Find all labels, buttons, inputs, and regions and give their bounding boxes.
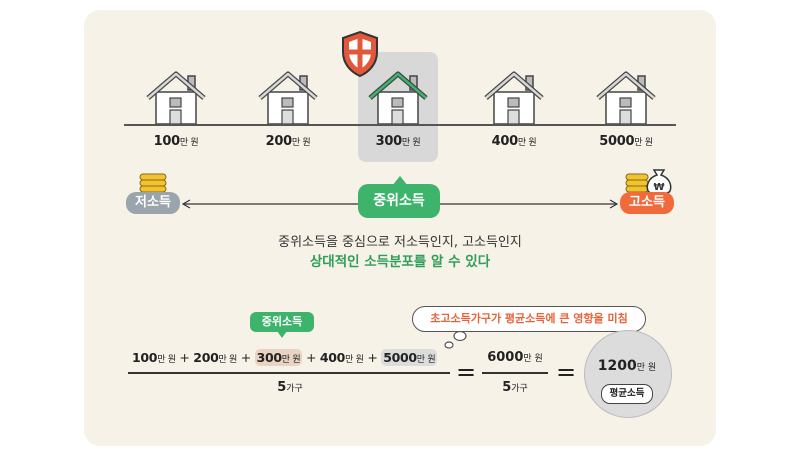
median-term-highlight: 300만 원 — [254, 349, 303, 366]
ground-line — [124, 124, 676, 126]
median-tag-pointer — [277, 331, 287, 338]
income-label: 100만 원 — [153, 134, 199, 149]
thought-bubbles-icon — [444, 330, 467, 349]
coin-stack-icon — [139, 173, 167, 193]
denominator-1: 5가구 — [277, 380, 303, 395]
shield-icon — [342, 30, 378, 78]
high-term-highlight: 5000만 원 — [381, 349, 438, 366]
numerator-2: 6000만 원 — [487, 350, 543, 365]
result-circle — [584, 330, 672, 418]
fraction-bar-2 — [482, 372, 548, 374]
income-label: 5000만 원 — [599, 134, 653, 149]
equals-sign-1: = — [456, 358, 477, 386]
house-icon — [484, 71, 544, 124]
denominator-2: 5가구 — [502, 380, 528, 395]
house-icon — [596, 71, 656, 124]
median-income-badge: 중위소득 — [358, 184, 440, 218]
median-house-icon — [368, 71, 428, 124]
equals-sign-2: = — [556, 358, 577, 386]
median-tag: 중위소득 — [250, 312, 314, 332]
income-label: 400만 원 — [491, 134, 537, 149]
low-income-badge: 저소득 — [126, 192, 180, 214]
fraction-bar-1 — [128, 372, 450, 374]
callout-bubble: 초고소득가구가 평균소득에 큰 영향을 미침 — [412, 306, 646, 332]
caption-line-2: 상대적인 소득분포를 알 수 있다 — [309, 254, 491, 270]
income-label: 200만 원 — [265, 134, 311, 149]
won-symbol: ₩ — [653, 182, 664, 193]
equation-numerator: 100만 원 + 200만 원 + 300만 원 + 400만 원 + 5000… — [132, 349, 438, 366]
income-label: 300만 원 — [375, 134, 421, 149]
result-value: 1200만 원 — [597, 358, 657, 374]
caption-line-1: 중위소득을 중심으로 저소득인지, 고소득인지 — [278, 235, 522, 250]
average-income-label: 평균소득 — [601, 384, 653, 404]
house-icon — [146, 71, 206, 124]
high-income-badge: 고소득 — [620, 192, 674, 214]
house-icon — [258, 71, 318, 124]
median-pointer — [392, 176, 408, 186]
